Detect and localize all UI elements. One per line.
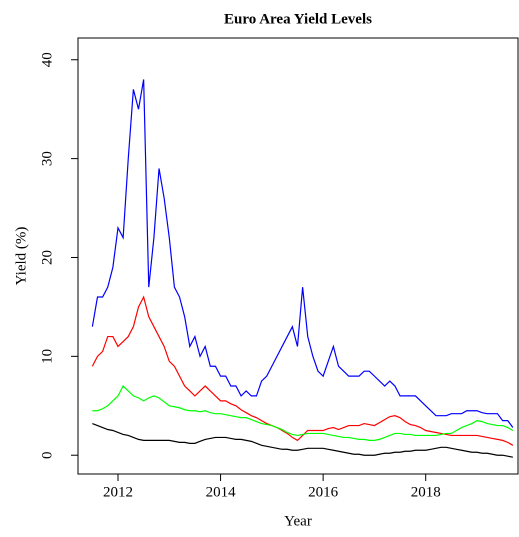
series-line [92,423,513,458]
y-tick-label: 30 [39,151,55,166]
x-tick-label: 2018 [411,484,441,500]
x-tick-label: 2016 [308,484,339,500]
x-tick-label: 2012 [103,484,133,500]
y-tick-label: 40 [39,52,55,67]
y-tick-label: 20 [39,250,55,265]
y-axis-label: Yield (%) [13,227,29,286]
y-tick-label: 0 [39,451,55,459]
x-tick-label: 2014 [206,484,237,500]
plot-frame [77,37,519,475]
y-tick-label: 10 [39,349,55,364]
chart-title: Euro Area Yield Levels [224,11,372,27]
x-axis-label: Year [284,513,312,529]
series-line [91,295,514,446]
series-line [92,385,514,441]
series-line [91,79,514,428]
